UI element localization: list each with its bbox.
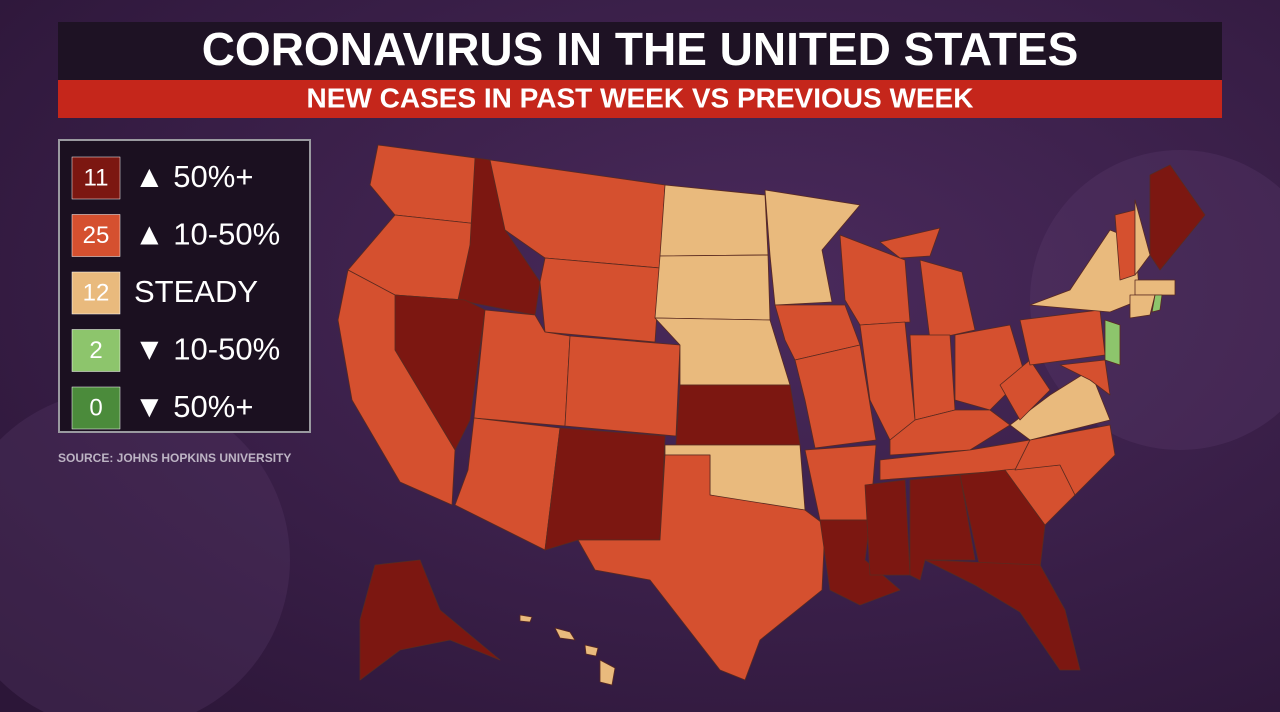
state — [764, 189, 861, 306]
source: SOURCE: JOHNS HOPKINS UNIVERSITY — [58, 451, 291, 465]
state — [577, 454, 826, 681]
state — [654, 254, 771, 321]
state — [519, 614, 533, 623]
state — [539, 257, 661, 343]
subtitle-bar — [58, 80, 1222, 118]
legend-swatch — [71, 214, 121, 257]
state — [1129, 294, 1156, 319]
state — [1059, 359, 1111, 396]
virus-decoration — [0, 390, 290, 712]
legend: 11 ▲ 50%+ 25 ▲ 10-50% 12 STEADY 2 ▼ 10-50% 0 ▼ 50… — [71, 156, 280, 430]
legend-swatch — [71, 386, 121, 430]
legend-count: 2 — [89, 337, 102, 364]
state — [1134, 199, 1151, 276]
state — [584, 644, 599, 657]
legend-label: ▲ 10-50% — [134, 217, 280, 252]
legend-label: ▲ 50%+ — [134, 159, 253, 194]
state — [879, 227, 941, 259]
us-map — [337, 144, 1206, 686]
state — [454, 417, 561, 551]
legend-count: 11 — [84, 164, 109, 191]
state — [1151, 294, 1163, 313]
state — [1149, 164, 1206, 271]
legend-label: ▼ 50%+ — [134, 389, 253, 424]
state — [999, 359, 1051, 421]
state — [1104, 319, 1121, 366]
state — [659, 184, 769, 257]
state — [599, 659, 616, 686]
state — [337, 269, 456, 506]
state — [1009, 369, 1111, 441]
state — [1134, 279, 1176, 296]
state — [909, 334, 956, 421]
legend-swatch — [71, 329, 121, 372]
state — [919, 259, 976, 341]
legend-count: 25 — [83, 222, 110, 249]
state — [544, 427, 666, 551]
state — [359, 559, 501, 681]
state — [924, 559, 1081, 671]
legend-swatch — [71, 156, 121, 200]
state — [564, 335, 681, 437]
state — [554, 627, 576, 641]
title-bar — [58, 22, 1222, 80]
subtitle: NEW CASES IN PAST WEEK VS PREVIOUS WEEK — [307, 82, 974, 113]
legend-label: ▼ 10-50% — [134, 332, 280, 367]
legend-count: 0 — [89, 394, 102, 421]
state — [889, 409, 1011, 456]
legend-count: 12 — [83, 279, 110, 306]
legend-label: STEADY — [134, 274, 258, 309]
state — [959, 469, 1046, 569]
state — [675, 384, 801, 446]
state — [864, 479, 911, 576]
title: CORONAVIRUS IN THE UNITED STATES — [202, 23, 1079, 75]
state — [1019, 309, 1106, 366]
state — [794, 344, 877, 449]
legend-swatch — [71, 271, 121, 315]
